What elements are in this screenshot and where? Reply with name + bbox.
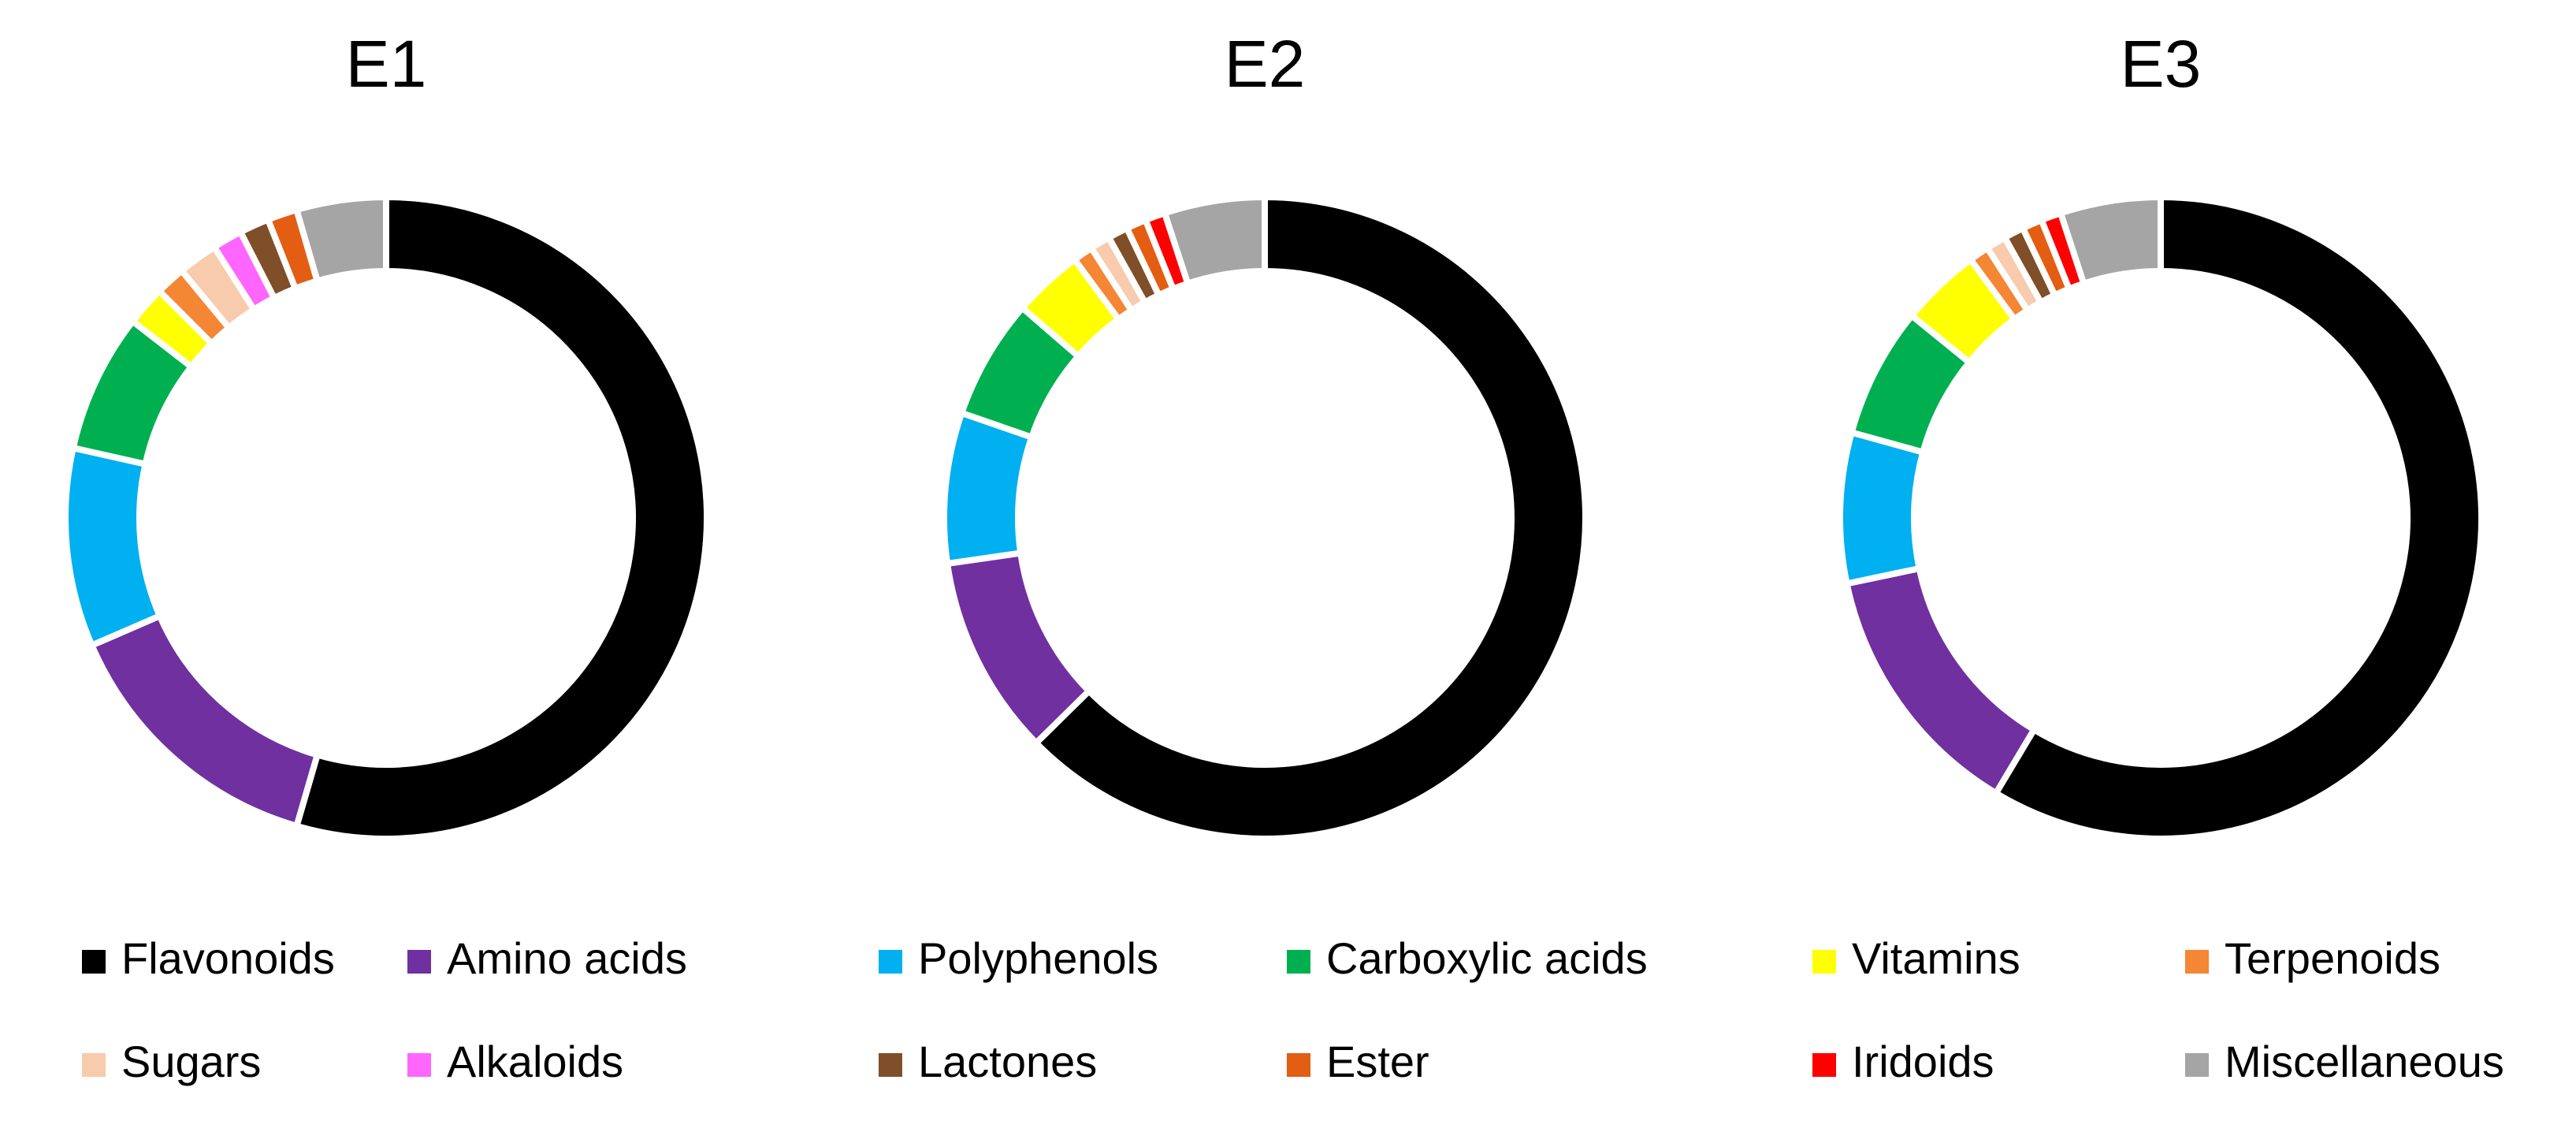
- legend-swatch: [1287, 1053, 1310, 1077]
- legend-swatch: [879, 950, 902, 974]
- slice: [1842, 564, 2039, 798]
- legend-label: Flavonoids: [121, 933, 335, 983]
- legend-label: Carboxylic acids: [1326, 933, 1648, 983]
- legend-label: Iridoids: [1852, 1037, 1994, 1086]
- legend-label: Lactones: [918, 1037, 1097, 1086]
- slice: [292, 193, 389, 285]
- slice: [943, 549, 1094, 748]
- legend-label: Terpenoids: [2225, 933, 2440, 983]
- slice: [1032, 193, 1589, 842]
- legend-label: Sugars: [121, 1037, 261, 1086]
- legend-swatch: [407, 950, 431, 974]
- legend-swatch: [82, 950, 106, 974]
- legend-swatch: [1812, 1053, 1836, 1077]
- slice: [1837, 428, 1927, 588]
- legend-swatch: [1812, 950, 1836, 974]
- slice: [1991, 193, 2485, 842]
- slice: [1160, 193, 1268, 288]
- legend-swatch: [82, 1053, 106, 1077]
- legend-swatch: [879, 1053, 902, 1077]
- legend-swatch: [2185, 950, 2209, 974]
- legend-label: Ester: [1326, 1037, 1429, 1086]
- legend-swatch: [407, 1053, 431, 1077]
- legend-label: Miscellaneous: [2225, 1037, 2504, 1086]
- slice: [87, 612, 322, 830]
- legend-swatch: [2185, 1053, 2209, 1077]
- legend-label: Vitamins: [1852, 933, 2020, 983]
- legend-label: Polyphenols: [918, 933, 1158, 983]
- slice: [62, 444, 165, 650]
- chart-title: E2: [1225, 27, 1306, 101]
- legend-label: Amino acids: [447, 933, 687, 983]
- chart-title: E3: [2121, 27, 2202, 101]
- legend-swatch: [1287, 950, 1310, 974]
- slice: [292, 193, 710, 842]
- legend-label: Alkaloids: [447, 1037, 623, 1086]
- chart-title: E1: [346, 27, 427, 101]
- slice: [2056, 193, 2164, 288]
